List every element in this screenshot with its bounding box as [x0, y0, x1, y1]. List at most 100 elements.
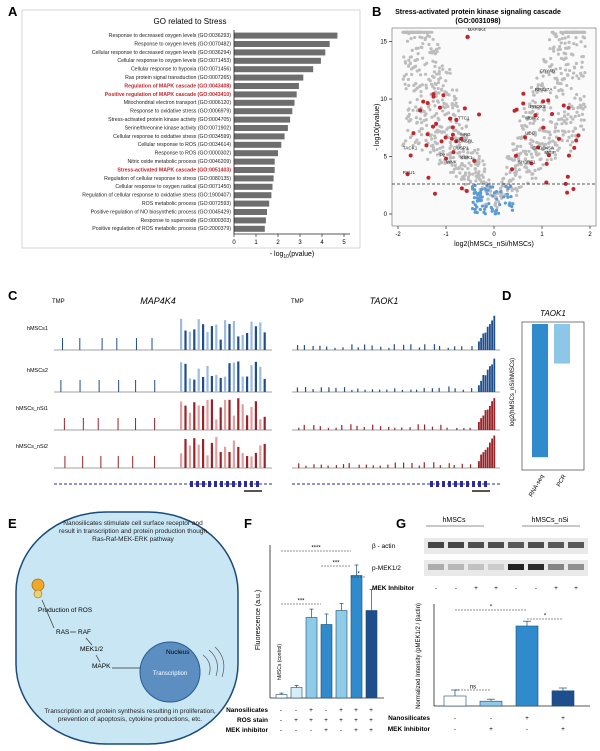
gene-point	[569, 86, 573, 91]
coverage-bar	[320, 464, 322, 468]
coverage-bar	[424, 344, 426, 350]
coverage-bar	[250, 406, 253, 430]
gene-label: CRYAB	[540, 69, 555, 74]
f-bar	[320, 624, 333, 699]
gene-point	[460, 126, 464, 130]
gene-point	[451, 155, 456, 160]
gene-point	[421, 41, 425, 46]
gene-point-ns	[499, 190, 503, 194]
gene-point	[477, 154, 481, 158]
panel-f-ylabel: Fluorescence (a.u.)	[255, 590, 262, 650]
gene-point	[557, 146, 561, 150]
coverage-bar	[254, 401, 257, 430]
gene-point-highlight	[571, 186, 576, 191]
gene-point	[415, 57, 420, 62]
exon-block	[226, 481, 229, 487]
blot-label-actin: β - actin	[372, 543, 396, 550]
gene-point-highlight	[546, 153, 551, 158]
coverage-bar	[116, 338, 118, 350]
coverage-bar	[439, 465, 441, 468]
gene-point	[548, 150, 552, 154]
gene-point	[577, 30, 581, 34]
coverage-bar	[433, 462, 435, 468]
gene-point	[429, 47, 433, 51]
f-sign: +	[369, 717, 373, 724]
gene-point	[414, 105, 418, 109]
gene-point	[414, 116, 419, 120]
gene-point	[565, 117, 569, 121]
coverage-bar	[431, 388, 433, 392]
panel-b-ylabel: - log10(pvalue)	[374, 104, 381, 151]
panel-g-bars	[443, 620, 575, 707]
coverage-bar	[219, 339, 222, 350]
gene-point	[405, 39, 410, 43]
gene-point	[436, 100, 440, 104]
gene-point	[481, 159, 485, 163]
d-bar	[554, 324, 570, 364]
gene-point	[571, 106, 576, 111]
gene-point	[452, 94, 456, 98]
panel-e-bottom-text-box: Transcription and protein synthesis resu…	[44, 708, 215, 723]
gene-point	[533, 133, 537, 137]
sig-label: *	[357, 572, 360, 578]
gene-point	[435, 142, 439, 146]
gene-point	[509, 157, 514, 161]
gene-point	[415, 120, 419, 125]
gene-point	[542, 108, 546, 112]
go-term-bar	[234, 133, 285, 140]
gene-point	[583, 71, 587, 75]
coverage-bar	[117, 418, 119, 430]
go-term-bar	[234, 32, 338, 39]
gene-point	[431, 59, 435, 63]
f-bar	[335, 610, 348, 699]
gene-point	[581, 74, 585, 78]
gene-point	[562, 30, 567, 34]
coverage-bar	[237, 446, 240, 468]
coverage-bar	[358, 464, 360, 468]
g-row-label: Nanosilicates	[388, 715, 430, 722]
coverage-bar	[241, 453, 244, 468]
gene-point	[414, 64, 418, 68]
coverage-bar	[303, 345, 306, 350]
coverage-bar	[210, 442, 213, 468]
y-tick-label: 15	[380, 40, 387, 46]
receptor-icon	[33, 589, 43, 599]
gene-point	[511, 142, 515, 146]
gene-point	[409, 67, 414, 71]
gene-point	[433, 64, 437, 69]
gene-point-ns	[473, 207, 477, 212]
gene-point	[450, 88, 455, 92]
coverage-bar	[453, 464, 455, 468]
gene-point-ns	[478, 207, 482, 212]
blot-label-pmek: p-MEK1/2	[372, 565, 401, 572]
gene-point	[565, 139, 570, 143]
gene-point	[428, 134, 433, 138]
coverage-bar	[263, 378, 266, 392]
exon-block	[190, 481, 193, 487]
gene-point	[424, 138, 428, 142]
g-bar	[515, 625, 539, 707]
gene-point	[438, 124, 442, 129]
gene-point	[401, 77, 405, 81]
panel-c-gene-1: MAP4K4	[140, 296, 176, 306]
coverage-bar	[416, 389, 418, 392]
panel-d-title: TAOK1	[540, 309, 566, 318]
f-bar	[305, 617, 318, 699]
coverage-bar	[237, 361, 240, 392]
gene-point	[415, 138, 419, 142]
gene-point	[441, 105, 445, 109]
gene-point	[566, 73, 570, 77]
gene-point	[517, 168, 521, 172]
gene-point	[422, 118, 426, 123]
gene-point	[555, 143, 559, 147]
gene-point	[459, 177, 464, 181]
panel-a-bars	[234, 32, 338, 232]
f-row-label: Nanosilicates	[226, 707, 268, 714]
gene-point-highlight	[459, 136, 464, 141]
go-term-label: Response to oxygen levels (GO:0070482)	[134, 41, 231, 47]
gene-point	[419, 73, 423, 77]
pmek-band	[468, 564, 484, 570]
coverage-bar	[303, 424, 305, 430]
gene-point	[549, 106, 553, 110]
gene-point	[555, 122, 559, 126]
